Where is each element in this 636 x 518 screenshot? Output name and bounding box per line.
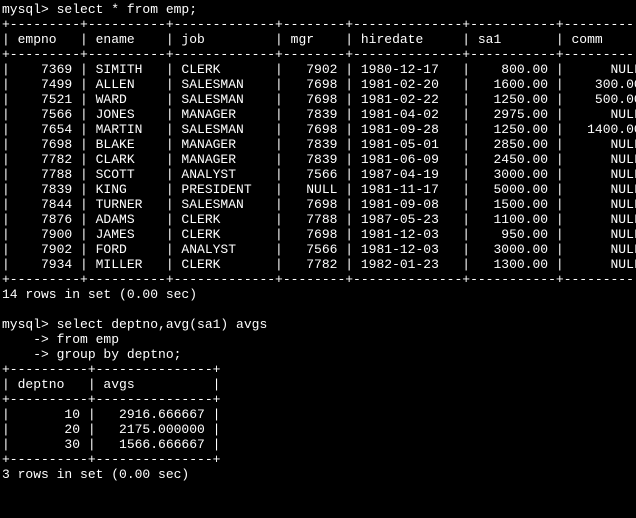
- mysql-terminal-output: mysql> select * from emp; +---------+---…: [0, 0, 636, 482]
